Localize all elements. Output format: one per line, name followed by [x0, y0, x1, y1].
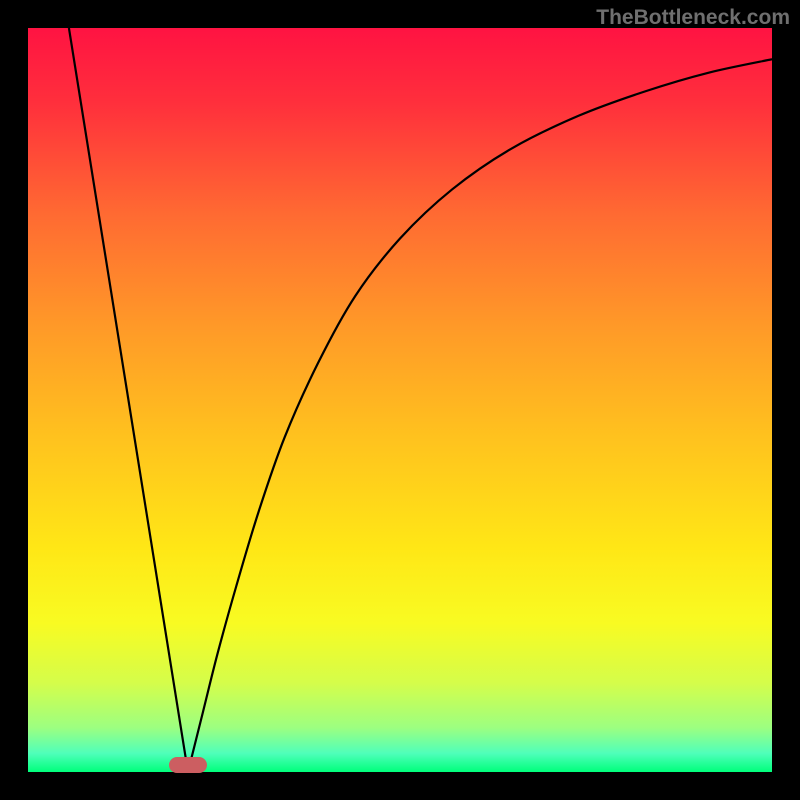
chart-root: TheBottleneck.com [0, 0, 800, 800]
dip-marker [169, 757, 207, 773]
watermark-label: TheBottleneck.com [596, 6, 790, 30]
gradient-background [28, 28, 772, 772]
plot-area [28, 28, 772, 772]
